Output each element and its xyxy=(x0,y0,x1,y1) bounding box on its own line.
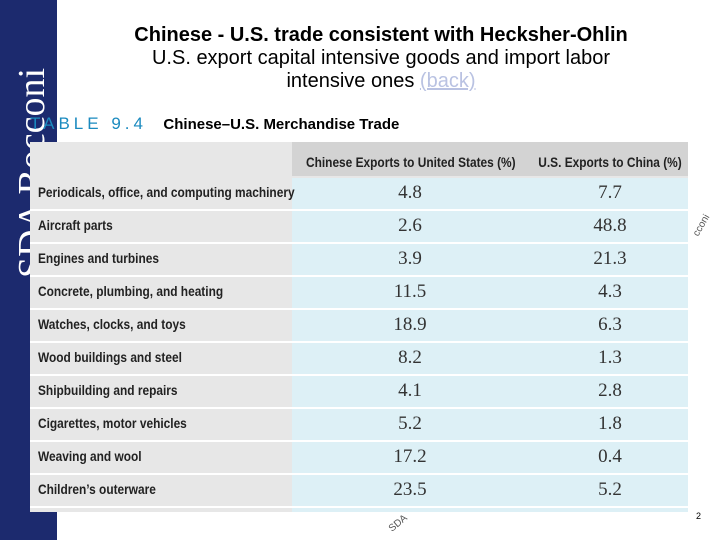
row-label: Engines and turbines xyxy=(38,250,160,266)
chinese-exports-value: 2.6 xyxy=(398,215,422,236)
table-title: Chinese–U.S. Merchandise Trade xyxy=(163,116,400,133)
chinese-exports-value: 23.5 xyxy=(393,479,427,500)
title-line-3: intensive ones (back) xyxy=(75,70,687,93)
chinese-exports-value: 5.2 xyxy=(398,413,422,434)
chinese-exports-value: 11.5 xyxy=(393,281,427,302)
back-link[interactable]: (back) xyxy=(419,70,476,92)
table-row: Cigarettes, motor vehicles 5.2 1.8 xyxy=(30,409,688,442)
row-divider xyxy=(30,242,688,244)
row-divider xyxy=(30,341,688,343)
table-row: Shipbuilding and repairs 4.1 2.8 xyxy=(30,376,688,409)
row-label: Shipbuilding and repairs xyxy=(38,382,178,398)
title-line-2: U.S. export capital intensive goods and … xyxy=(151,47,611,69)
table-header-background xyxy=(292,142,688,176)
row-label: Concrete, plumbing, and heating xyxy=(38,283,224,299)
us-exports-value: 1.3 xyxy=(598,347,622,368)
trade-table: Chinese Exports to United States (%) U.S… xyxy=(30,142,688,512)
chinese-exports-value: 4.1 xyxy=(398,380,422,401)
us-exports-value: 4.3 xyxy=(598,281,622,302)
us-exports-value: 6.3 xyxy=(598,314,622,335)
row-divider xyxy=(30,374,688,376)
us-exports-value: 2.8 xyxy=(598,380,622,401)
row-label: Aircraft parts xyxy=(38,217,113,233)
row-divider xyxy=(30,275,688,277)
chinese-exports-value: 8.2 xyxy=(398,347,422,368)
table-row: Engines and turbines 3.9 21.3 xyxy=(30,244,688,277)
table-row: Weaving and wool 17.2 0.4 xyxy=(30,442,688,475)
table-row: Concrete, plumbing, and heating 11.5 4.3 xyxy=(30,277,688,310)
row-label: Wood buildings and steel xyxy=(38,349,182,365)
us-exports-value: 21.3 xyxy=(593,248,627,269)
table-row: Wood buildings and steel 8.2 1.3 xyxy=(30,343,688,376)
us-exports-value: 48.8 xyxy=(593,215,627,236)
table-row: Watches, clocks, and toys 18.9 6.3 xyxy=(30,310,688,343)
chinese-exports-value: 18.9 xyxy=(393,314,427,335)
title-line-3-text: intensive ones xyxy=(286,70,415,92)
row-label: Watches, clocks, and toys xyxy=(38,316,186,332)
table-row: Aircraft parts 2.6 48.8 xyxy=(30,211,688,244)
us-exports-value: 0.4 xyxy=(598,446,622,467)
row-label: Children’s outerware xyxy=(38,481,156,497)
chinese-exports-value: 4.8 xyxy=(398,182,422,203)
row-divider xyxy=(30,506,688,508)
us-exports-value: 5.2 xyxy=(598,479,622,500)
row-divider xyxy=(30,440,688,442)
row-divider xyxy=(30,209,688,211)
footer-watermark-right: cconi xyxy=(691,212,713,239)
table-row: Children’s outerware 23.5 5.2 xyxy=(30,475,688,508)
row-divider xyxy=(30,407,688,409)
row-label: Cigarettes, motor vehicles xyxy=(38,415,187,431)
column-header-chinese-exports: Chinese Exports to United States (%) xyxy=(306,154,516,170)
us-exports-value: 7.7 xyxy=(598,182,622,203)
chinese-exports-value: 3.9 xyxy=(398,248,422,269)
row-label: Weaving and wool xyxy=(38,448,142,464)
chinese-exports-value: 17.2 xyxy=(393,446,427,467)
title-line-1: Chinese - U.S. trade consistent with Hec… xyxy=(134,24,628,46)
row-divider xyxy=(30,473,688,475)
us-exports-value: 1.8 xyxy=(598,413,622,434)
page-number: 2 xyxy=(696,511,702,521)
column-header-us-exports: U.S. Exports to China (%) xyxy=(538,154,682,170)
slide-title: Chinese - U.S. trade consistent with Hec… xyxy=(75,24,687,93)
table-data-background xyxy=(292,178,688,512)
footer-watermark-left: SDA xyxy=(386,512,410,535)
table-row: Periodicals, office, and computing machi… xyxy=(30,178,688,211)
table-number: TABLE 9.4 xyxy=(30,114,147,133)
table-caption: TABLE 9.4 Chinese–U.S. Merchandise Trade xyxy=(30,114,430,138)
row-divider xyxy=(30,308,688,310)
row-label: Periodicals, office, and computing machi… xyxy=(38,184,295,200)
